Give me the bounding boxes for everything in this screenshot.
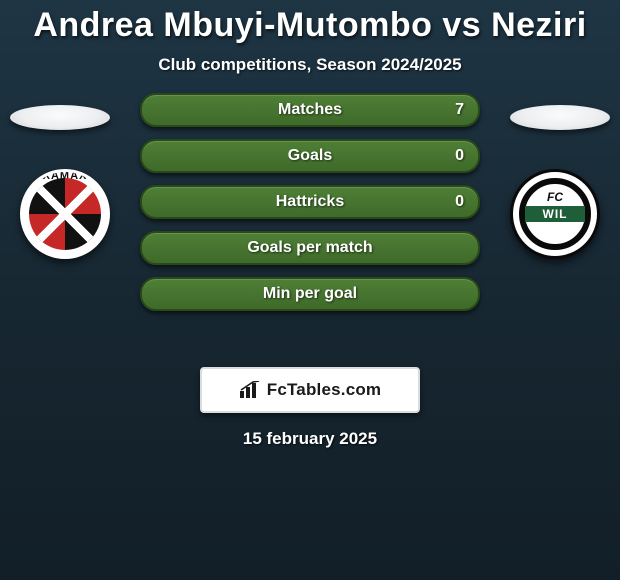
stat-pill: Goals 0 (140, 139, 480, 173)
left-club-badge: XAMAX (20, 169, 110, 259)
stat-pill: Hattricks 0 (140, 185, 480, 219)
stat-left-value (142, 95, 170, 125)
stat-right-value (450, 233, 478, 263)
stat-left-value (142, 279, 170, 309)
brand-box: FcTables.com (200, 367, 420, 413)
brand-label: FcTables.com (267, 380, 382, 400)
right-club-badge: FC WIL (510, 169, 600, 259)
stat-label: Min per goal (263, 285, 357, 303)
stat-left-value (142, 141, 170, 171)
stat-label: Goals (288, 147, 332, 165)
stat-right-value: 0 (441, 141, 478, 171)
bars-icon (239, 381, 261, 399)
stat-pill: Goals per match (140, 231, 480, 265)
right-club-badge-fc: FC (525, 190, 585, 204)
page-title: Andrea Mbuyi-Mutombo vs Neziri (0, 0, 620, 45)
stat-label: Goals per match (247, 239, 372, 257)
page-subtitle: Club competitions, Season 2024/2025 (0, 55, 620, 75)
stat-right-value: 0 (441, 187, 478, 217)
stat-right-value (450, 279, 478, 309)
date-text: 15 february 2025 (0, 429, 620, 449)
stat-pill: Matches 7 (140, 93, 480, 127)
left-club-badge-graphic (29, 178, 101, 250)
right-player-oval (510, 105, 610, 130)
right-club-badge-wil: WIL (525, 207, 585, 221)
stat-right-value: 7 (441, 95, 478, 125)
stat-left-value (142, 187, 170, 217)
stat-left-value (142, 233, 170, 263)
stat-label: Hattricks (276, 193, 344, 211)
stat-pill-list: Matches 7 Goals 0 Hattricks 0 Goals per … (140, 93, 480, 323)
stat-pill: Min per goal (140, 277, 480, 311)
left-player-oval (10, 105, 110, 130)
right-club-badge-graphic: FC WIL (519, 178, 591, 250)
stat-label: Matches (278, 101, 342, 119)
comparison-stage: XAMAX FC WIL Matches 7 Goals 0 Hattricks… (0, 93, 620, 353)
